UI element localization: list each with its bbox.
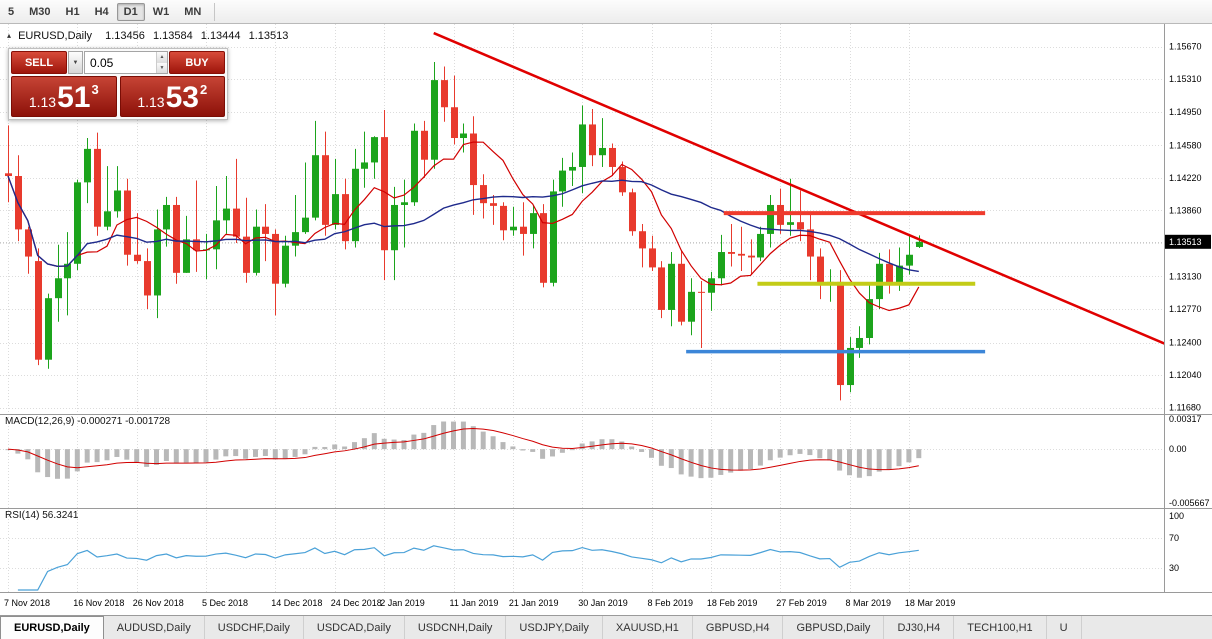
macd-name: MACD(12,26,9) — [5, 416, 75, 427]
chevron-down-icon: ▼ — [72, 59, 79, 66]
sell-price-prefix: 1.13 — [28, 94, 57, 110]
chart-tab-gbpusd-h4[interactable]: GBPUSD,H4 — [693, 616, 784, 639]
ohlc-open: 1.13456 — [105, 30, 145, 42]
chart-symbol-period: EURUSD,Daily — [18, 30, 93, 42]
sell-button[interactable]: SELL — [11, 51, 67, 74]
timeframe-button-d1[interactable]: D1 — [116, 2, 145, 21]
macd-values: -0.000271 -0.001728 — [77, 416, 171, 427]
sell-price-button[interactable]: 1.13 51 3 — [11, 76, 117, 117]
rsi-value: 56.3241 — [42, 510, 79, 521]
volume-dropdown-button[interactable]: ▼ — [68, 51, 83, 74]
chart-icon: ▴ — [7, 31, 12, 40]
buy-price-prefix: 1.13 — [137, 94, 165, 110]
chart-tab-tech100-h1[interactable]: TECH100,H1 — [954, 616, 1047, 639]
rsi-name: RSI(14) — [5, 510, 40, 521]
volume-input[interactable] — [85, 52, 156, 73]
chart-tab-gbpusd-daily[interactable]: GBPUSD,Daily — [783, 616, 885, 639]
chart-tab-usdcnh-daily[interactable]: USDCNH,Daily — [405, 616, 507, 639]
timeframe-button-m5[interactable]: 5 — [8, 5, 15, 18]
buy-price-sup: 2 — [199, 82, 208, 97]
ohlc-close: 1.13513 — [248, 30, 289, 42]
timeframe-button-h4[interactable]: H4 — [94, 5, 109, 18]
volume-stepper: ▲ ▼ — [155, 52, 167, 73]
chart-tab-usdchf-daily[interactable]: USDCHF,Daily — [205, 616, 304, 639]
volume-down-button[interactable]: ▼ — [156, 62, 167, 73]
timeframe-button-h1[interactable]: H1 — [65, 5, 80, 18]
volume-box: ▲ ▼ — [84, 51, 168, 74]
toolbar-separator — [214, 2, 216, 21]
sell-price-sup: 3 — [91, 82, 99, 97]
timeframe-button-w1[interactable]: W1 — [152, 5, 170, 18]
chart-area: ▴ EURUSD,Daily 1.13456 1.13584 1.13444 1… — [0, 24, 1212, 615]
macd-indicator-label: MACD(12,26,9) -0.000271 -0.001728 — [5, 416, 170, 427]
timeframe-toolbar: 5 M30 H1 H4 D1 W1 MN — [0, 0, 1212, 24]
chart-tab-usdjpy-daily[interactable]: USDJPY,Daily — [506, 616, 603, 639]
buy-button[interactable]: BUY — [169, 51, 225, 74]
chart-tab-eurusd-daily[interactable]: EURUSD,Daily — [0, 616, 104, 639]
volume-up-button[interactable]: ▲ — [156, 52, 167, 63]
chart-tab-xauusd-h1[interactable]: XAUUSD,H1 — [603, 616, 693, 639]
timeframe-button-m30[interactable]: M30 — [29, 5, 51, 18]
chart-tabs-bar: EURUSD,Daily AUDUSD,Daily USDCHF,Daily U… — [0, 615, 1212, 639]
price-chart-canvas[interactable] — [0, 24, 1212, 615]
sell-price-main: 51 — [57, 81, 91, 114]
chart-tab-dj30-h4[interactable]: DJ30,H4 — [884, 616, 955, 639]
rsi-indicator-label: RSI(14) 56.3241 — [5, 510, 78, 521]
timeframe-button-mn[interactable]: MN — [184, 5, 202, 18]
buy-price-button[interactable]: 1.13 53 2 — [119, 76, 225, 117]
chart-tab-usdcad-daily[interactable]: USDCAD,Daily — [304, 616, 405, 639]
chart-title: ▴ EURUSD,Daily 1.13456 1.13584 1.13444 1… — [7, 30, 293, 42]
one-click-trading-panel: SELL ▼ ▲ ▼ BUY 1.13 51 3 1.13 53 2 — [8, 48, 228, 120]
ohlc-high: 1.13584 — [152, 30, 193, 42]
chart-tab-audusd-daily[interactable]: AUDUSD,Daily — [104, 616, 205, 639]
buy-price-main: 53 — [165, 81, 199, 114]
chart-tab-truncated[interactable]: U — [1047, 616, 1082, 639]
ohlc-low: 1.13444 — [200, 30, 241, 42]
